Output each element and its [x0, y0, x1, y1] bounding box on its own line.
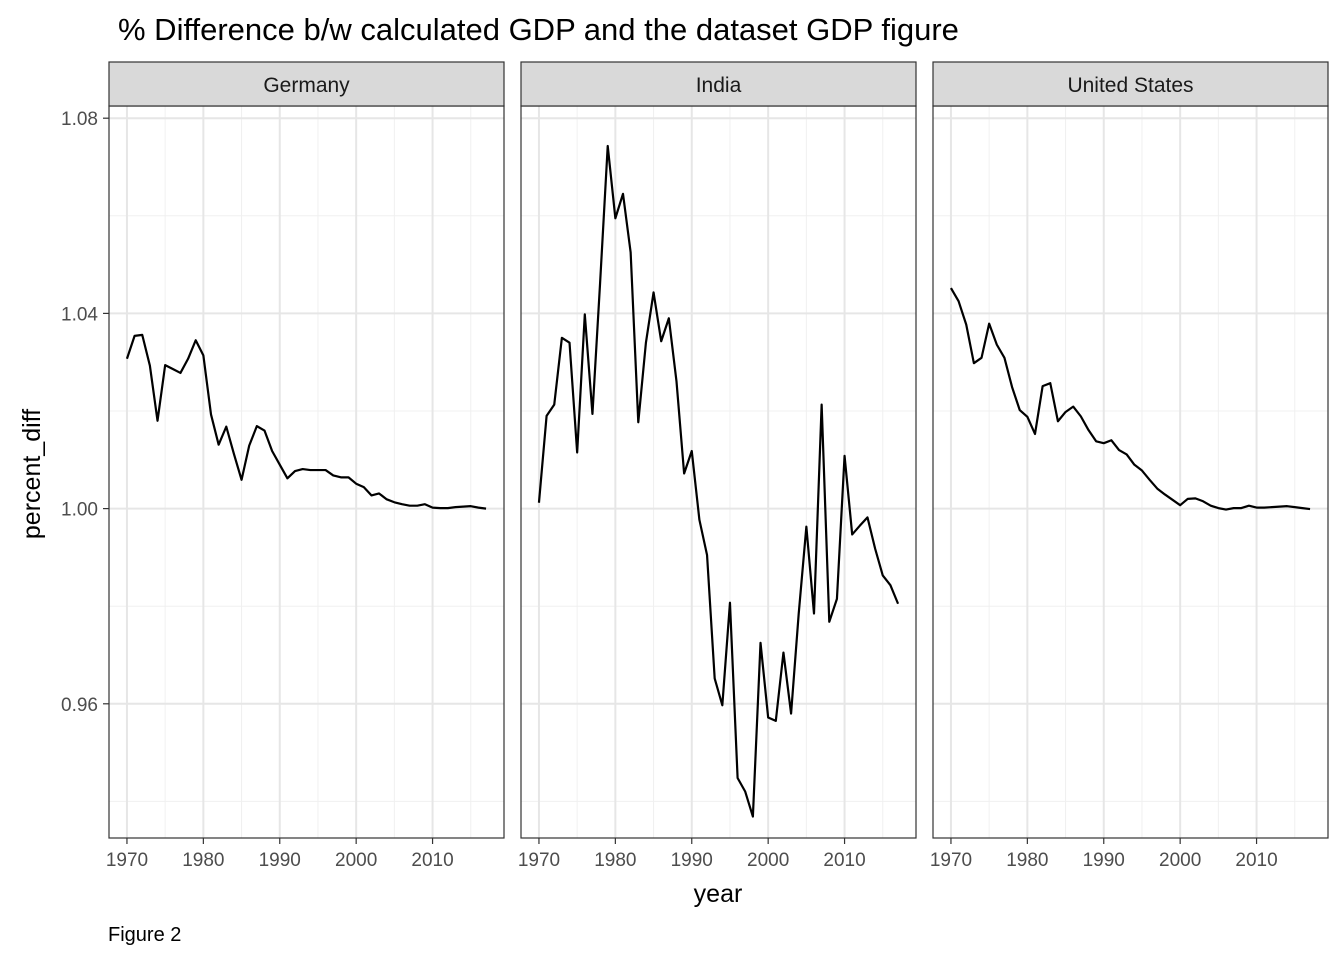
- y-tick-label: 1.04: [61, 304, 98, 325]
- x-tick-label: 2010: [1235, 850, 1277, 871]
- figure-caption: Figure 2: [108, 924, 181, 946]
- x-tick-label: 2000: [1159, 850, 1201, 871]
- facet-label-india: India: [696, 74, 742, 97]
- y-tick-label: 1.08: [61, 109, 98, 130]
- y-tick-label: 0.96: [61, 695, 98, 716]
- facet-strip: [108, 61, 505, 107]
- x-axis-title: year: [694, 880, 743, 908]
- panel-background: [521, 106, 916, 838]
- x-tick-label: 1970: [518, 850, 560, 871]
- x-tick-label: 1980: [1006, 850, 1048, 871]
- x-tick-label: 1990: [671, 850, 713, 871]
- x-tick-label: 1980: [594, 850, 636, 871]
- panel-india: India 1970 1980 1990 2000 2010: [518, 61, 917, 871]
- panel-germany: Germany 1970 1980 1990 2000 2010: [106, 61, 505, 871]
- x-tick-label: 2010: [411, 850, 453, 871]
- panel-united-states: United States 1970 1980 1990 2000 2010: [930, 61, 1329, 871]
- x-tick-label: 2010: [823, 850, 865, 871]
- facet-strip: [932, 61, 1329, 107]
- y-axis: 0.96 1.00 1.04 1.08: [61, 109, 109, 716]
- y-axis-title: percent_diff: [18, 409, 46, 539]
- panel-background: [109, 106, 504, 838]
- x-tick-label: 2000: [335, 850, 377, 871]
- facet-strip: [520, 61, 917, 107]
- x-tick-label: 1990: [1083, 850, 1125, 871]
- series-line-germany: [125, 333, 487, 510]
- x-tick-label: 1980: [182, 850, 224, 871]
- facet-label-united-states: United States: [1067, 74, 1193, 97]
- x-tick-label: 1990: [259, 850, 301, 871]
- series-line-united-states: [949, 287, 1311, 511]
- x-tick-label: 1970: [930, 850, 972, 871]
- facet-panels: Germany 1970 1980 1990 2000 2010 India 1970 1980…: [106, 61, 1329, 871]
- series-line-india: [537, 144, 900, 818]
- panel-background: [933, 106, 1328, 838]
- chart-title: % Difference b/w calculated GDP and the …: [118, 12, 959, 47]
- facet-label-germany: Germany: [263, 74, 350, 97]
- x-tick-label: 2000: [747, 850, 789, 871]
- y-tick-label: 1.00: [61, 500, 98, 521]
- x-tick-label: 1970: [106, 850, 148, 871]
